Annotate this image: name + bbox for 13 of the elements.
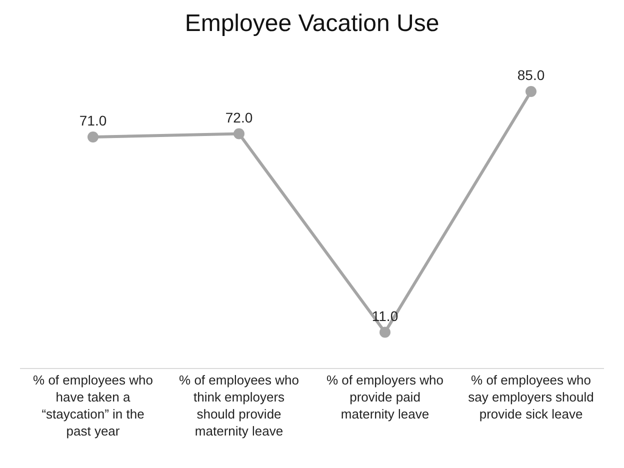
point	[88, 132, 98, 143]
x-tick-label: % of employees who say employers should provide sick leave	[468, 372, 594, 422]
data-label: 72.0	[225, 109, 253, 126]
point	[234, 128, 244, 140]
x-tick-label: % of employees who think employers should provide maternity leave	[179, 372, 299, 438]
data-label: 71.0	[79, 112, 107, 129]
x-tick-label: % of employees who have taken a “staycation” in the past year	[33, 372, 153, 438]
point	[380, 326, 390, 338]
data-label: 85.0	[517, 67, 545, 84]
data-label: 11.0	[372, 308, 398, 324]
chart-title: Employee Vacation Use	[184, 10, 440, 37]
x-tick-label: % of employers who provide paid maternity leave	[326, 372, 444, 422]
point	[526, 86, 536, 97]
